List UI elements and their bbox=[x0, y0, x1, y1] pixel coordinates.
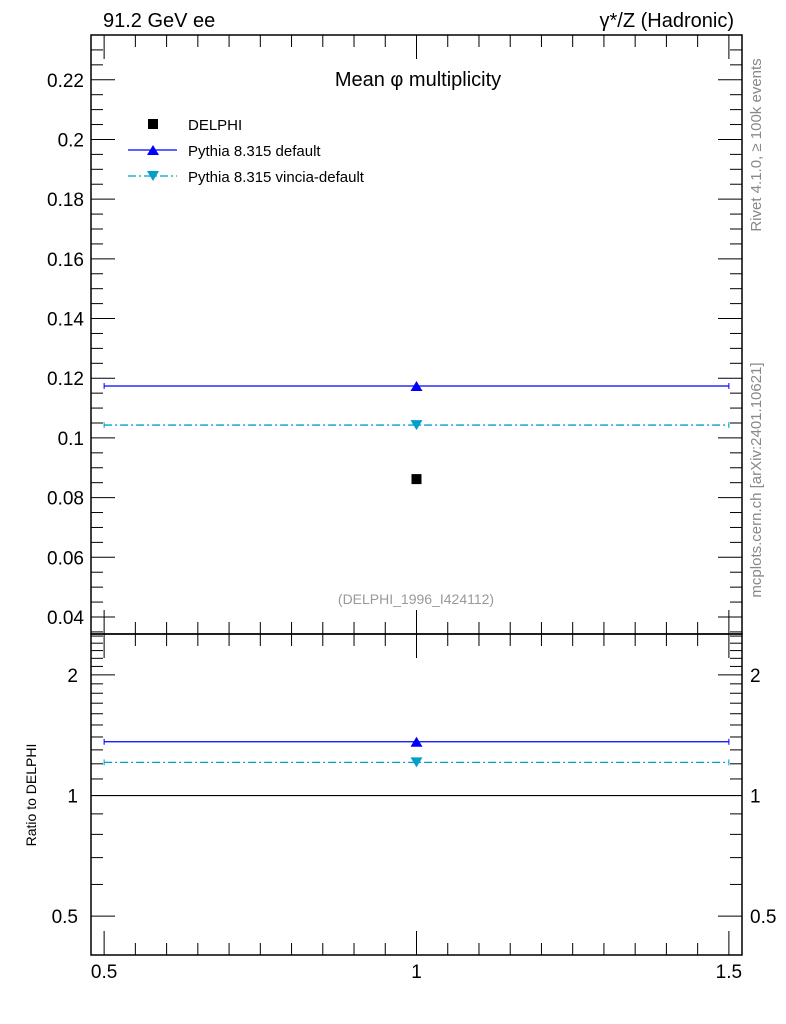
y-tick-label: 0.04 bbox=[47, 608, 84, 629]
ratio-marker-1 bbox=[410, 736, 423, 747]
legend: DELPHI Pythia 8.315 default Pythia 8.315… bbox=[128, 117, 365, 186]
x-tick-label: 1 bbox=[411, 962, 422, 983]
y-tick-label: 0.16 bbox=[47, 250, 84, 271]
mc-marker-2 bbox=[410, 420, 423, 431]
x-tick-label: 0.5 bbox=[91, 962, 117, 983]
legend-marker-vincia bbox=[147, 171, 159, 181]
ratio-ylabel: Ratio to DELPHI bbox=[23, 744, 39, 847]
plot-title: Mean φ multiplicity bbox=[335, 69, 501, 91]
ratio-y-tick-label-right: 0.5 bbox=[750, 907, 776, 928]
y-tick-label: 0.14 bbox=[47, 310, 84, 331]
y-tick-label: 0.2 bbox=[58, 130, 84, 151]
legend-marker-delphi bbox=[148, 119, 158, 129]
y-tick-label: 0.18 bbox=[47, 190, 84, 211]
y-tick-label: 0.1 bbox=[58, 429, 84, 450]
ratio-y-tick-label-right: 2 bbox=[750, 666, 761, 687]
mcplots-label: mcplots.cern.ch [arXiv:2401.10621] bbox=[748, 362, 765, 597]
data-point-delphi bbox=[411, 474, 422, 485]
analysis-id: (DELPHI_1996_I424112) bbox=[338, 591, 494, 607]
ratio-y-tick-label: 0.5 bbox=[52, 907, 78, 928]
legend-label-vincia: Pythia 8.315 vincia-default bbox=[188, 169, 365, 186]
header-process: γ*/Z (Hadronic) bbox=[600, 10, 734, 32]
ratio-marker-2 bbox=[410, 757, 423, 768]
ratio-y-tick-label-right: 1 bbox=[750, 787, 761, 808]
legend-label-delphi: DELPHI bbox=[188, 117, 242, 134]
ratio-y-tick-label: 2 bbox=[67, 666, 78, 687]
y-tick-label: 0.06 bbox=[47, 548, 84, 569]
y-tick-label: 0.12 bbox=[47, 369, 84, 390]
ratio-y-tick-label: 1 bbox=[67, 787, 78, 808]
y-tick-label: 0.08 bbox=[47, 489, 84, 510]
mc-marker-1 bbox=[410, 380, 423, 391]
x-tick-label: 1.5 bbox=[716, 962, 742, 983]
legend-marker-default bbox=[147, 145, 159, 155]
header-energy: 91.2 GeV ee bbox=[103, 10, 215, 32]
legend-label-default: Pythia 8.315 default bbox=[188, 143, 321, 160]
ratio-frame bbox=[90, 633, 743, 956]
y-tick-label: 0.22 bbox=[47, 71, 84, 92]
rivet-label: Rivet 4.1.0, ≥ 100k events bbox=[748, 58, 765, 231]
